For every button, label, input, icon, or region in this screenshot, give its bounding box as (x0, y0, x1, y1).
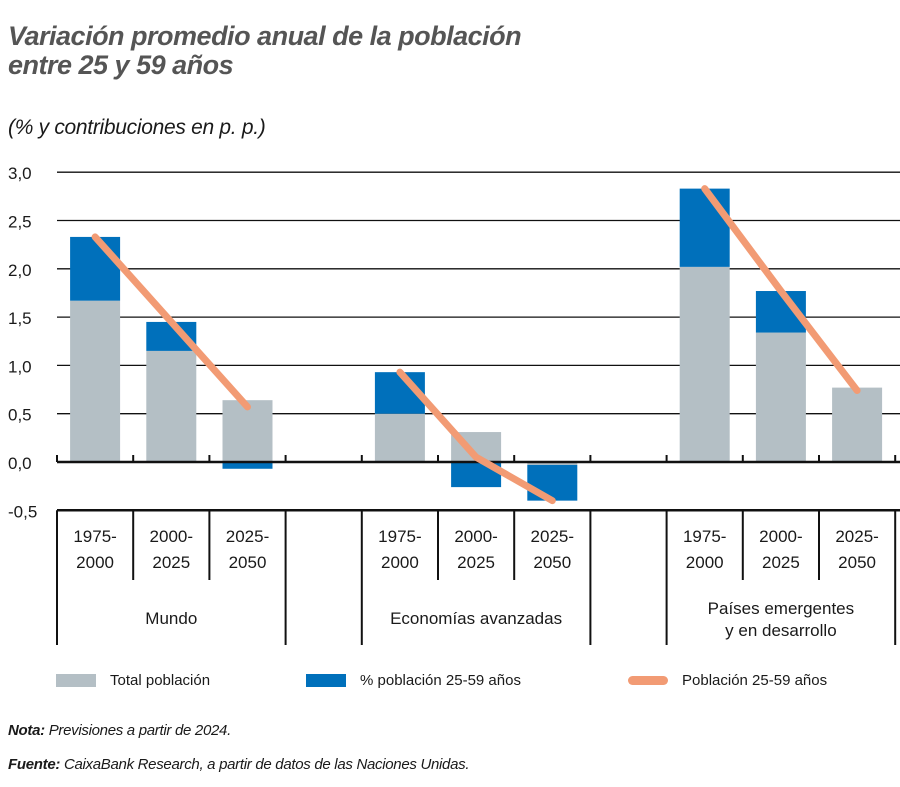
note-label: Nota: (8, 722, 45, 739)
group-label: Países emergentes (708, 599, 854, 618)
x-tick-label: 1975- (683, 527, 726, 546)
x-tick-label: 2025 (152, 553, 190, 572)
line-population-25-59 (701, 185, 861, 395)
chart-title: Variación promedio anual de la población… (8, 21, 522, 80)
chart-subtitle: (% y contribuciones en p. p.) (8, 116, 266, 139)
x-tick-label: 2000 (76, 553, 114, 572)
bar-total (679, 266, 730, 462)
line-population-25-59 (91, 233, 251, 411)
note: Nota: Previsiones a partir de 2024. (8, 722, 231, 739)
bar-pct (222, 462, 273, 469)
legend-label-pct: % población 25-59 años (360, 672, 521, 689)
y-axis-ticks: 3,0 2,5 2,0 1,5 1,0 0,5 0,0 -0,5 (8, 164, 37, 521)
x-tick-label: 2025- (226, 527, 269, 546)
source-text: CaixaBank Research, a partir de datos de… (60, 756, 470, 773)
bar-pct (679, 188, 730, 267)
source-label: Fuente: (8, 756, 61, 773)
x-tick-label: 2025- (835, 527, 878, 546)
chart-title-line1: Variación promedio anual de la población (8, 21, 522, 51)
bar-pct (70, 236, 121, 301)
x-tick-label: 2000- (150, 527, 193, 546)
y-tick-label: 1,5 (8, 309, 32, 328)
x-tick-label: 1975- (73, 527, 116, 546)
x-tick-label: 2050 (533, 553, 571, 572)
x-tick-label: 2000- (454, 527, 497, 546)
x-tick-label: 2000 (381, 553, 419, 572)
group-label: Economías avanzadas (390, 609, 562, 628)
legend-swatch-pct (306, 674, 346, 687)
legend-label-total: Total población (110, 672, 211, 689)
legend-swatch-line (628, 676, 668, 685)
y-tick-label: 1,0 (8, 357, 32, 376)
bar-total (374, 413, 425, 462)
line-series (91, 185, 861, 505)
line-population-25-59 (396, 368, 556, 505)
bar-total (146, 350, 197, 462)
x-tick-label: 2025 (457, 553, 495, 572)
y-tick-label: 0,0 (8, 454, 32, 473)
x-tick-label: 2000- (759, 527, 802, 546)
y-tick-label: 2,0 (8, 261, 32, 280)
legend: Total población % población 25-59 años P… (0, 672, 900, 696)
x-axis-labels: 1975- 2000 2000- 2025 2025- 2050 1975- 2000 2000… (56, 510, 897, 645)
y-tick-label: 0,5 (8, 406, 32, 425)
x-tick-label: 2050 (838, 553, 876, 572)
chart-plot: 3,0 2,5 2,0 1,5 1,0 0,5 0,0 -0,5 1975- 2000 2000-… (8, 164, 900, 645)
x-tick-label: 1975- (378, 527, 421, 546)
legend-item-line: Población 25-59 años (628, 672, 827, 689)
bar-pct (527, 464, 578, 501)
y-tick-label: 3,0 (8, 164, 32, 183)
x-tick-label: 2025- (531, 527, 574, 546)
bar-total (70, 300, 121, 462)
legend-item-total: Total población (56, 672, 210, 689)
bar-total (832, 387, 883, 462)
legend-item-pct: % población 25-59 años (306, 672, 521, 689)
x-tick-label: 2025 (762, 553, 800, 572)
source: Fuente: CaixaBank Research, a partir de … (8, 756, 470, 773)
legend-swatch-total (56, 674, 96, 687)
x-tick-label: 2000 (686, 553, 724, 572)
chart-title-line2: entre 25 y 59 años (8, 50, 234, 80)
bar-total (222, 400, 273, 462)
legend-label-line: Población 25-59 años (682, 672, 828, 689)
bar-total (755, 332, 806, 462)
group-label: y en desarrollo (725, 621, 837, 640)
bar-total (527, 462, 578, 465)
note-text: Previsiones a partir de 2024. (44, 722, 232, 739)
y-tick-label: 2,5 (8, 213, 32, 232)
x-tick-label: 2050 (229, 553, 267, 572)
group-label: Mundo (145, 609, 197, 628)
y-tick-label: -0,5 (8, 502, 37, 521)
